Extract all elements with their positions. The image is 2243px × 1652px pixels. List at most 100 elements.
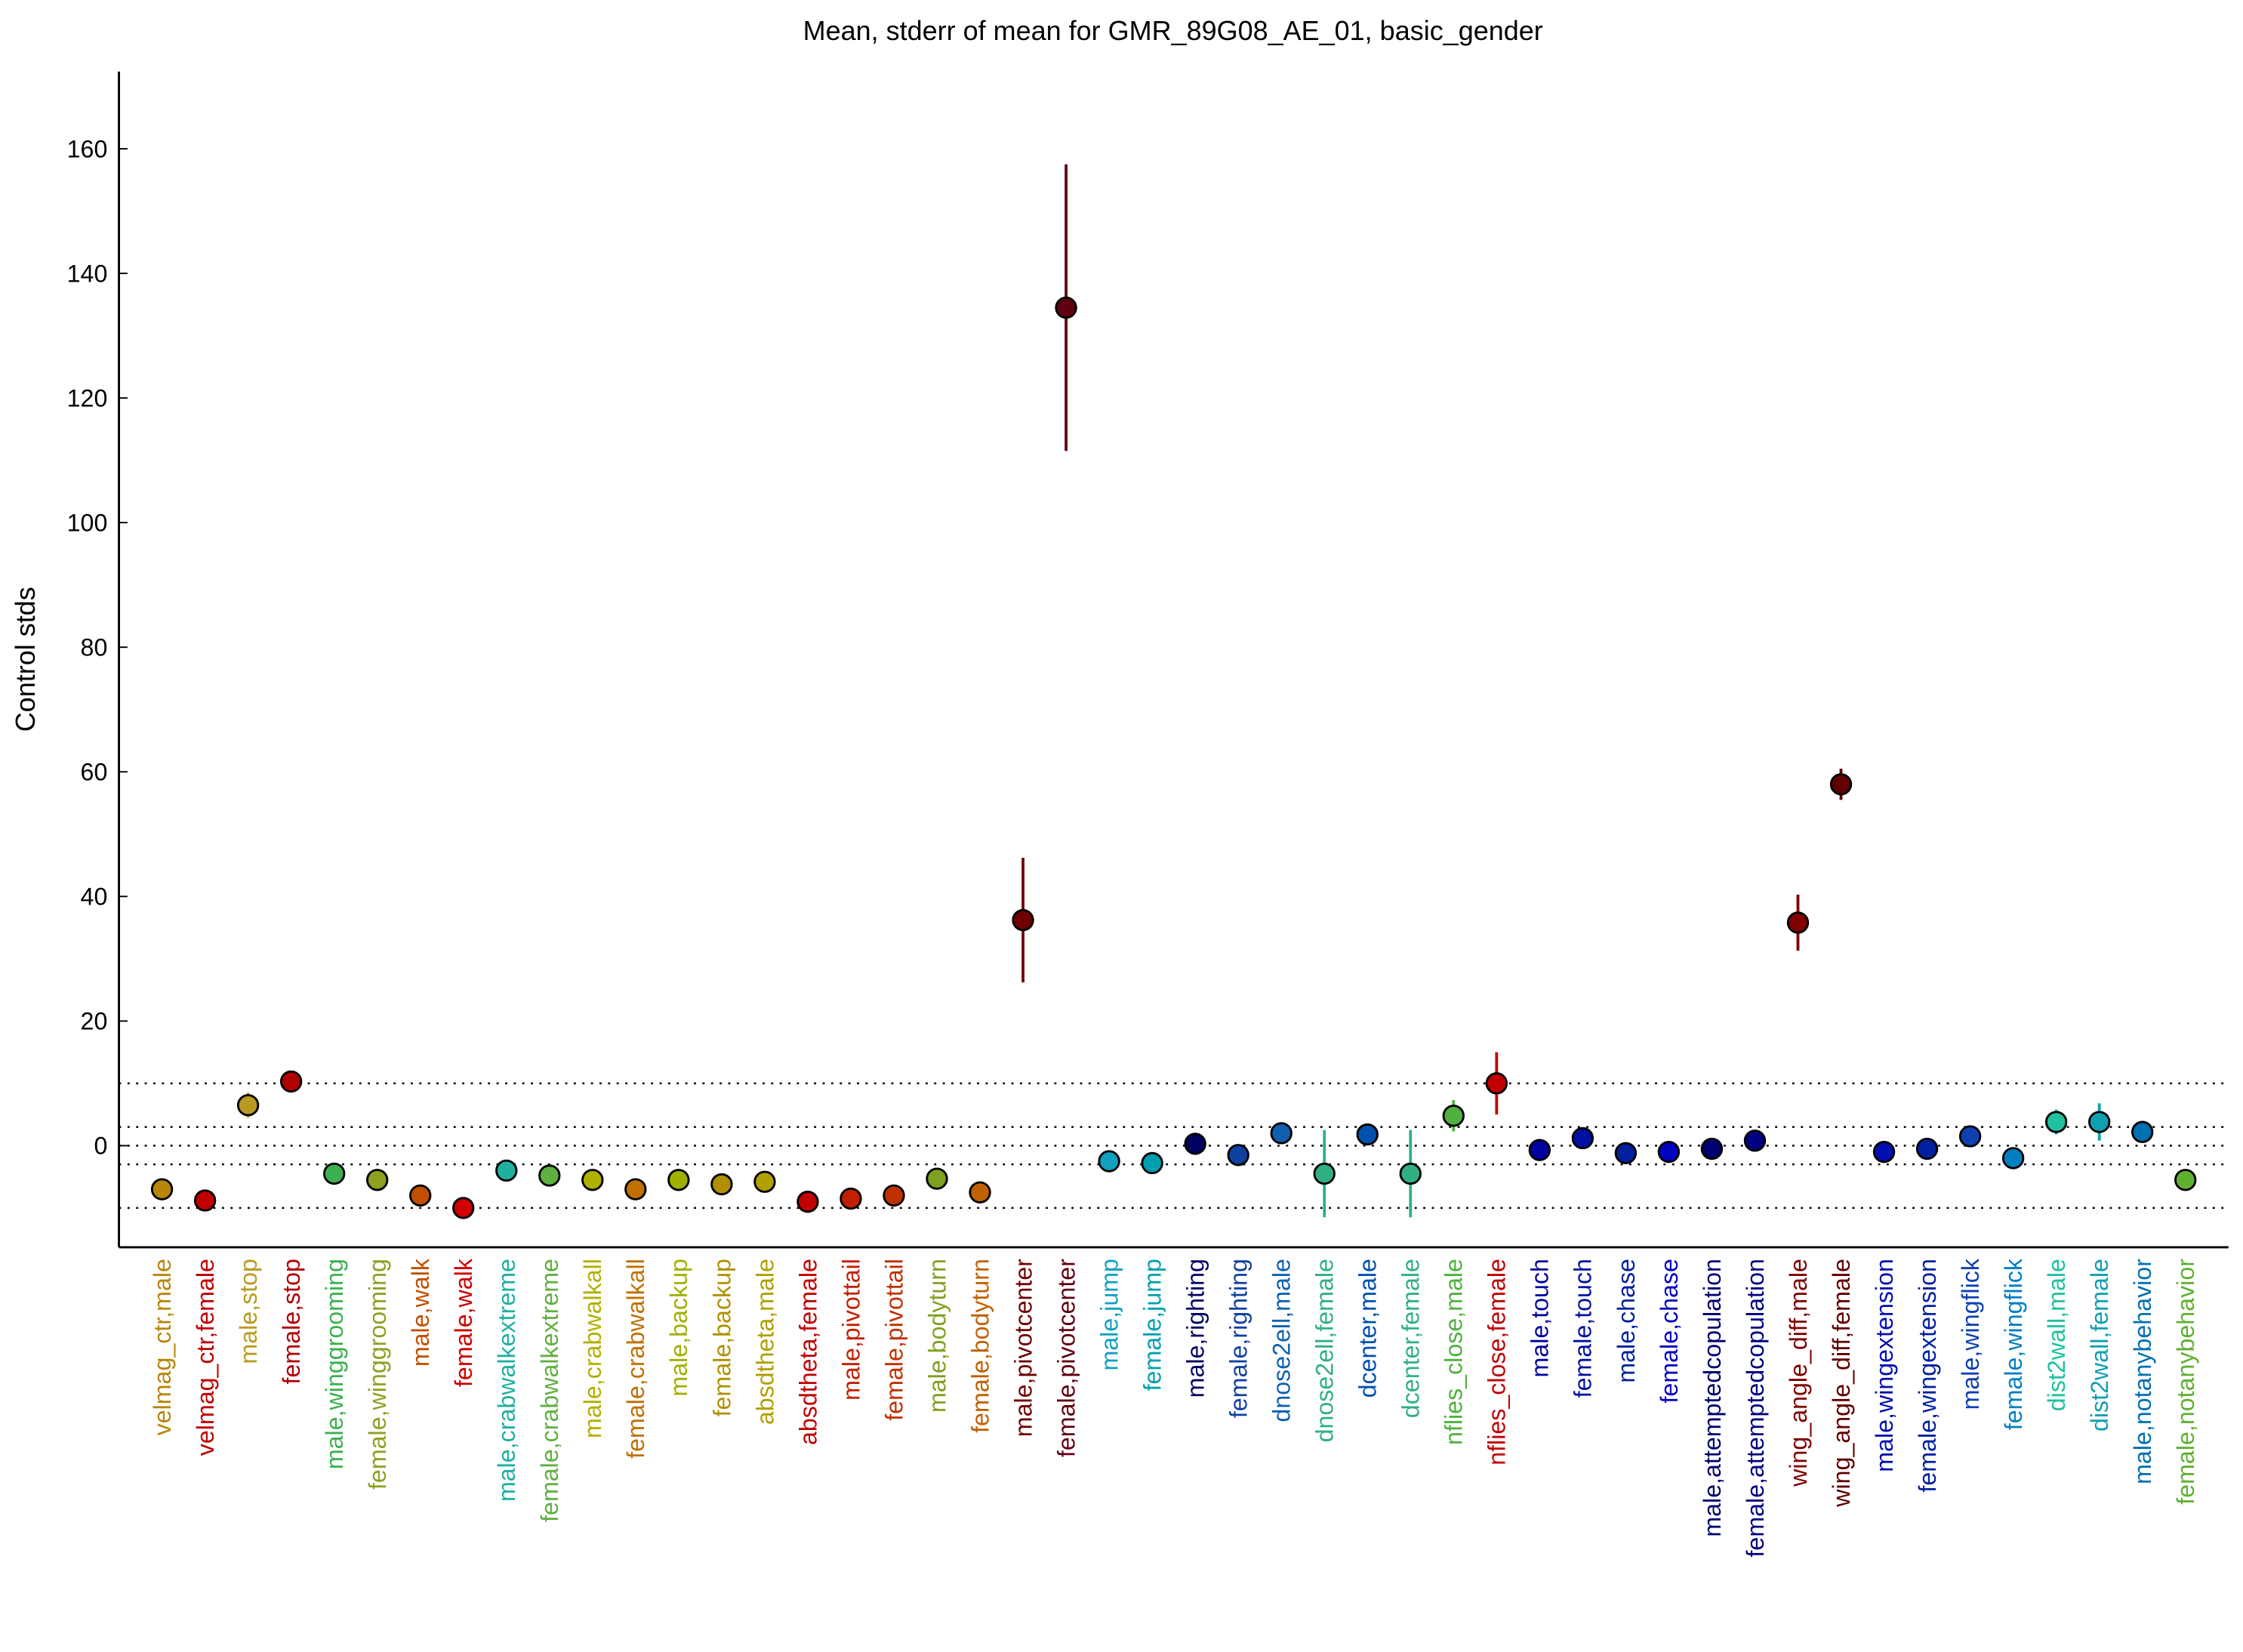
x-tick-label: male,pivotcenter <box>1009 1259 1037 1437</box>
x-tick-label: male,crabwalkall <box>579 1259 606 1438</box>
mean-marker <box>581 1169 604 1191</box>
x-tick-label: dnose2ell,female <box>1311 1259 1339 1442</box>
mean-marker <box>322 1162 346 1185</box>
mean-marker <box>1743 1130 1767 1152</box>
mean-marker <box>1012 908 1034 932</box>
x-tick-label: male,wingflick <box>1957 1258 1984 1410</box>
y-tick-label: 60 <box>81 759 108 786</box>
mean-marker <box>1528 1139 1551 1161</box>
mean-marker <box>1700 1137 1724 1160</box>
x-tick-label: female,crabwalkextreme <box>536 1259 563 1522</box>
x-tick-label: male,attemptedcopulation <box>1699 1259 1726 1537</box>
y-tick-label: 160 <box>67 135 108 162</box>
y-tick-label: 40 <box>81 883 108 911</box>
mean-marker <box>2174 1169 2197 1191</box>
mean-marker <box>1055 296 1077 319</box>
mean-marker <box>753 1170 776 1193</box>
y-tick-label: 120 <box>67 384 108 411</box>
x-tick-label: female,crabwalkall <box>622 1259 649 1459</box>
mean-marker <box>1614 1142 1638 1164</box>
mean-marker <box>969 1181 991 1204</box>
x-tick-label: male,crabwalkextreme <box>493 1259 520 1502</box>
mean-marker <box>409 1184 432 1207</box>
mean-marker <box>1227 1144 1249 1167</box>
mean-marker <box>1571 1127 1594 1150</box>
x-tick-label: male,winggrooming <box>321 1259 348 1469</box>
mean-marker <box>1829 773 1853 796</box>
x-tick-label: female,attemptedcopulation <box>1742 1259 1769 1557</box>
y-tick-label: 140 <box>67 260 108 287</box>
x-tick-label: velmag_ctr,male <box>149 1259 176 1435</box>
x-tick-label: dnose2ell,male <box>1268 1259 1296 1422</box>
mean-marker <box>1184 1133 1206 1155</box>
mean-marker <box>1915 1137 1939 1160</box>
x-tick-label: dist2wall,female <box>2086 1259 2113 1432</box>
mean-marker <box>1442 1105 1465 1127</box>
mean-marker <box>624 1178 647 1200</box>
mean-marker <box>1356 1123 1379 1146</box>
mean-marker <box>193 1189 217 1212</box>
mean-marker <box>366 1169 389 1191</box>
mean-marker <box>1270 1122 1292 1145</box>
mean-marker <box>1141 1151 1163 1175</box>
x-tick-label: female,walk <box>450 1258 477 1387</box>
x-tick-label: male,stop <box>235 1259 262 1364</box>
x-tick-label: female,wingextension <box>1914 1259 1941 1493</box>
x-tick-label: dist2wall,male <box>2043 1259 2070 1411</box>
x-tick-label: female,notanybehavior <box>2172 1259 2199 1505</box>
x-tick-label: male,wingextension <box>1871 1259 1898 1472</box>
mean-marker <box>495 1159 518 1182</box>
x-tick-label: velmag_ctr,female <box>192 1259 219 1456</box>
x-tick-label: female,jump <box>1138 1259 1166 1391</box>
mean-marker <box>883 1184 905 1207</box>
mean-marker <box>2131 1120 2154 1143</box>
x-tick-label: female,touch <box>1570 1259 1597 1398</box>
mean-marker <box>710 1173 733 1196</box>
x-tick-label: female,chase <box>1656 1259 1683 1403</box>
x-tick-label: male,walk <box>407 1258 434 1367</box>
y-axis-label: Control stds <box>10 587 41 732</box>
mean-marker <box>926 1167 948 1190</box>
x-tick-label: male,touch <box>1527 1259 1554 1377</box>
mean-marker <box>1958 1125 1982 1148</box>
x-tick-label: absdtheta,male <box>751 1259 778 1425</box>
x-tick-label: male,pivottail <box>837 1259 864 1401</box>
chart-title: Mean, stderr of mean for GMR_89G08_AE_01… <box>803 15 1543 46</box>
mean-marker <box>2087 1111 2111 1133</box>
x-tick-label: female,wingflick <box>2000 1258 2027 1430</box>
mean-marker <box>150 1178 174 1200</box>
y-tick-label: 0 <box>94 1133 107 1160</box>
x-tick-label: nflies_close,male <box>1440 1259 1468 1445</box>
x-tick-label: female,winggrooming <box>364 1259 391 1490</box>
mean-marker <box>1313 1162 1336 1185</box>
mean-marker <box>1485 1072 1508 1095</box>
mean-marker <box>796 1190 819 1213</box>
x-tick-label: female,stop <box>278 1259 305 1384</box>
x-tick-label: female,backup <box>708 1259 735 1416</box>
x-tick-label: wing_angle_diff,female <box>1828 1259 1855 1508</box>
mean-marker <box>1657 1140 1681 1163</box>
mean-marker <box>2044 1111 2068 1133</box>
mean-marker <box>1872 1140 1896 1163</box>
x-tick-label: male,backup <box>665 1259 692 1397</box>
x-tick-label: male,chase <box>1613 1259 1640 1383</box>
y-tick-label: 80 <box>81 634 108 661</box>
mean-marker <box>1399 1162 1422 1185</box>
x-tick-label: nflies_close,female <box>1484 1259 1511 1466</box>
x-tick-label: wing_angle_diff,male <box>1785 1259 1812 1487</box>
x-tick-label: male,notanybehavior <box>2129 1259 2156 1484</box>
x-tick-label: female,pivotcenter <box>1052 1259 1080 1457</box>
x-tick-label: female,bodyturn <box>966 1259 994 1433</box>
x-tick-label: male,bodyturn <box>923 1259 951 1413</box>
mean-marker <box>840 1187 862 1210</box>
y-tick-label: 100 <box>67 510 108 537</box>
y-tick-label: 20 <box>81 1008 108 1035</box>
mean-marker <box>1786 911 1810 934</box>
mean-marker <box>452 1197 475 1219</box>
x-tick-label: male,jump <box>1095 1259 1123 1370</box>
mean-marker <box>667 1169 690 1191</box>
x-tick-label: dcenter,female <box>1397 1259 1425 1418</box>
x-tick-label: female,pivottail <box>880 1259 907 1421</box>
x-tick-label: male,righting <box>1182 1259 1209 1398</box>
mean-marker <box>2001 1147 2025 1170</box>
